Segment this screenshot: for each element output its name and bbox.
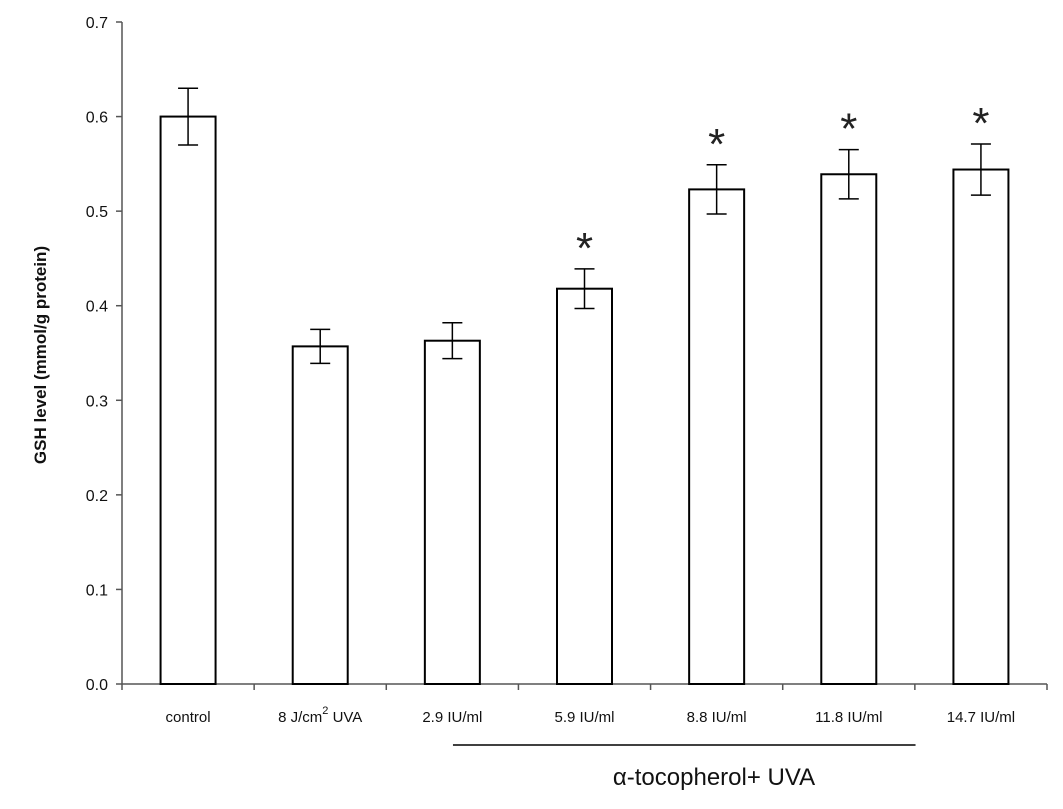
y-tick-label: 0.2 <box>86 488 108 505</box>
y-tick-label: 0.5 <box>86 204 108 221</box>
axes <box>116 21 1048 746</box>
x-tick-label: 14.7 IU/ml <box>947 709 1015 726</box>
bar <box>556 287 613 685</box>
y-tick-label: 0.0 <box>86 677 108 694</box>
bars <box>159 87 1010 686</box>
y-tick-label: 0.3 <box>86 393 108 410</box>
bar <box>688 188 746 686</box>
bar <box>952 168 1010 685</box>
x-tick-label: 2.9 IU/ml <box>422 709 482 726</box>
y-tick-label: 0.7 <box>86 15 108 32</box>
significance-marker: * <box>576 224 593 273</box>
labels: 0.0 0.1 0.2 0.3 0.4 0.5 0.6 0.7 control 8 J/cm2 U… <box>86 15 1015 726</box>
significance-marker: * <box>840 105 857 154</box>
x-tick-label: control <box>166 709 211 726</box>
significance-marker: * <box>708 120 725 169</box>
bar <box>159 115 217 686</box>
bar <box>820 173 878 685</box>
significance-marker: * <box>972 99 989 148</box>
bar <box>423 339 481 685</box>
x-tick-label: 8 J/cm2 UVA <box>278 705 362 726</box>
bar <box>291 345 349 685</box>
x-tick-label: 5.9 IU/ml <box>554 709 614 726</box>
group-label: α-tocopherol+ UVA <box>613 764 815 791</box>
y-axis-label: GSH level (mmol/g protein) <box>31 246 50 464</box>
x-tick-label: 8.8 IU/ml <box>687 709 747 726</box>
y-tick-label: 0.1 <box>86 582 108 599</box>
y-tick-label: 0.6 <box>86 110 108 127</box>
y-tick-label: 0.4 <box>86 299 108 316</box>
x-tick-label: 11.8 IU/ml <box>815 709 882 726</box>
